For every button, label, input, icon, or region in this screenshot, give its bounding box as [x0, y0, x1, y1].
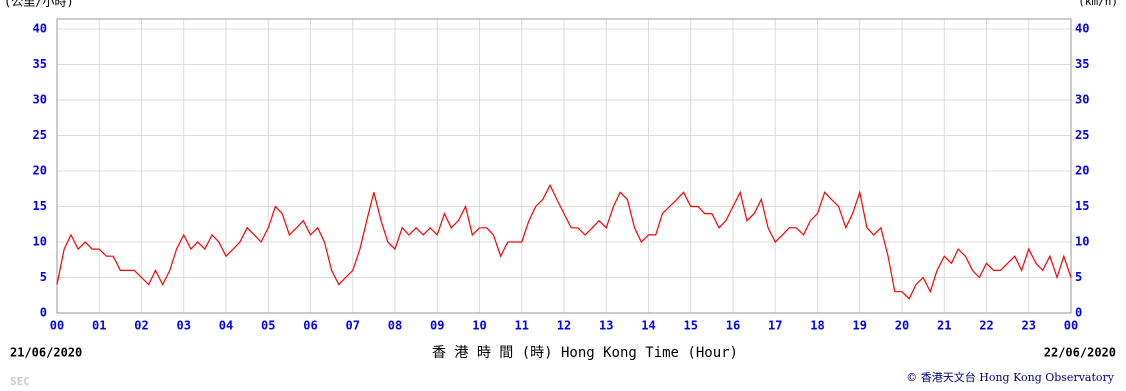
y2-tick-label: 40 [1075, 22, 1089, 36]
x-tick-label: 21 [937, 319, 951, 333]
y-tick-label: 0 [40, 306, 47, 320]
x-tick-label: 03 [177, 319, 191, 333]
credit: © 香港天文台 Hong Kong Observatory [906, 370, 1115, 384]
x-tick-label: 20 [895, 319, 909, 333]
y2-tick-label: 0 [1075, 306, 1082, 320]
x-tick-label: 17 [768, 319, 782, 333]
x-tick-label: 09 [430, 319, 444, 333]
y-unit-left: (公里/小時) [4, 0, 74, 9]
y-unit-right: (km/h) [1078, 0, 1118, 8]
plot-frame [56, 18, 1072, 314]
y-tick-label: 20 [33, 164, 47, 178]
y-tick-label: 30 [33, 93, 47, 107]
x-tick-label: 08 [388, 319, 402, 333]
x-tick-label: 05 [261, 319, 275, 333]
x-tick-label: 19 [853, 319, 867, 333]
data-line [56, 183, 1072, 300]
y-tick-label: 10 [33, 235, 47, 249]
x-tick-label: 11 [515, 319, 529, 333]
x-tick-label: 04 [219, 319, 233, 333]
x-tick-label: 00 [50, 319, 64, 333]
x-tick-label: 23 [1022, 319, 1036, 333]
x-tick-label: 00 [1064, 319, 1078, 333]
y2-tick-label: 25 [1075, 128, 1089, 142]
x-tick-label: 13 [599, 319, 613, 333]
x-tick-label: 06 [303, 319, 317, 333]
y-tick-label: 40 [33, 22, 47, 36]
y2-tick-label: 10 [1075, 235, 1089, 249]
end-date: 22/06/2020 [1044, 346, 1116, 360]
y2-tick-label: 35 [1075, 57, 1089, 71]
x-tick-label: 10 [472, 319, 486, 333]
y-tick-label: 25 [33, 128, 47, 142]
x-tick-label: 16 [726, 319, 740, 333]
y2-tick-label: 15 [1075, 199, 1089, 213]
y-tick-label: 5 [40, 270, 47, 284]
y2-tick-label: 20 [1075, 164, 1089, 178]
x-tick-label: 01 [92, 319, 106, 333]
x-tick-label: 07 [346, 319, 360, 333]
start-date: 21/06/2020 [10, 346, 82, 360]
x-tick-label: 14 [641, 319, 655, 333]
x-tick-label: 12 [557, 319, 571, 333]
y-tick-label: 15 [33, 199, 47, 213]
station-label: SEC [10, 375, 30, 388]
y2-tick-label: 30 [1075, 93, 1089, 107]
x-tick-label: 15 [684, 319, 698, 333]
x-tick-label: 18 [810, 319, 824, 333]
y-tick-label: 35 [33, 57, 47, 71]
x-tick-label: 22 [979, 319, 993, 333]
y2-tick-label: 5 [1075, 270, 1082, 284]
x-axis-title: 香 港 時 間 (時) Hong Kong Time (Hour) [432, 345, 738, 361]
x-tick-label: 02 [134, 319, 148, 333]
